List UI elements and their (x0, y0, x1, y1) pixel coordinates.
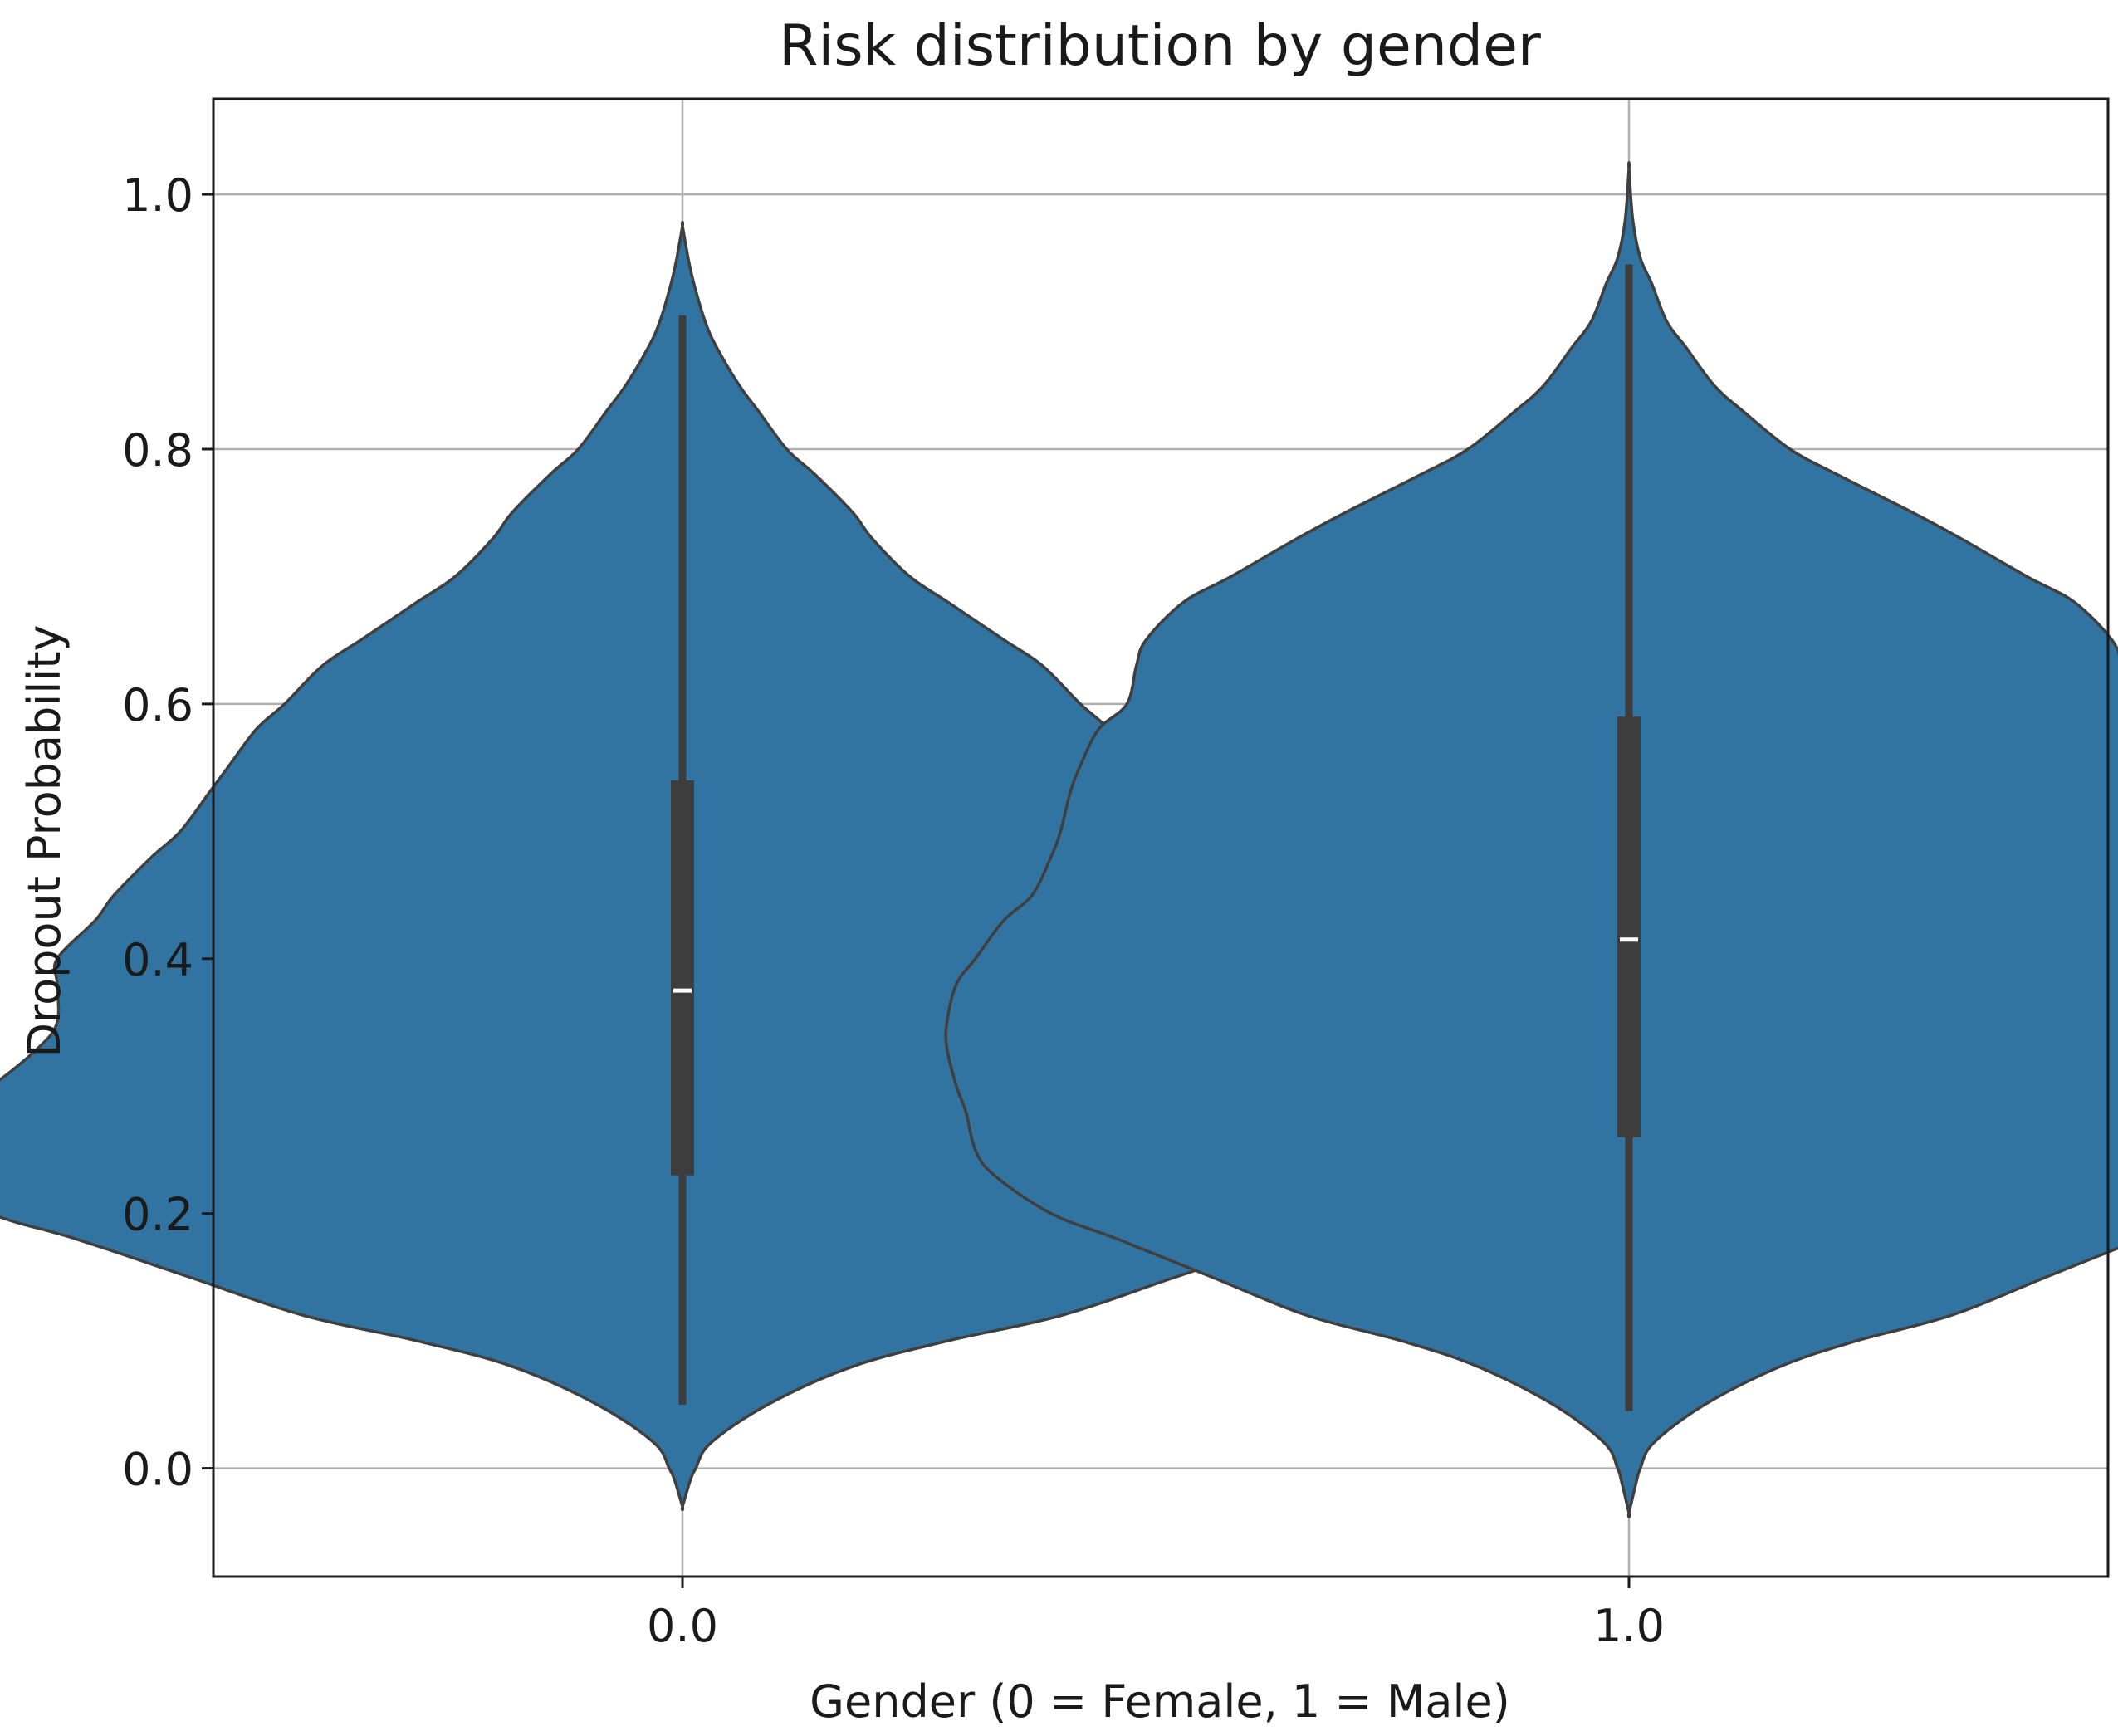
violin-iqr-box-0.0 (671, 780, 694, 1176)
violin-iqr-box-1.0 (1617, 716, 1641, 1137)
y-tick-label: 0.0 (122, 1444, 193, 1496)
violins (0, 161, 2118, 1518)
y-tick-label: 0.8 (122, 424, 193, 477)
y-tick-label: 0.4 (122, 934, 193, 986)
y-tick-label: 0.2 (122, 1189, 193, 1241)
y-axis-label: Dropout Probability (18, 625, 71, 1058)
x-axis-label: Gender (0 = Female, 1 = Male) (810, 1675, 1510, 1728)
x-axis-ticks: 0.0 1.0 (647, 1577, 1665, 1652)
plot-frame (212, 97, 2110, 1578)
x-tick-label: 0.0 (647, 1600, 718, 1652)
x-tick-label: 1.0 (1593, 1600, 1665, 1652)
violin-body-1.0 (944, 161, 2118, 1518)
y-axis-ticks: 0.0 0.2 0.4 0.6 0.8 1.0 (122, 169, 213, 1496)
y-tick-label: 1.0 (122, 169, 193, 222)
y-tick-label: 0.6 (122, 679, 193, 731)
chart-title: Risk distribution by gender (779, 13, 1541, 79)
